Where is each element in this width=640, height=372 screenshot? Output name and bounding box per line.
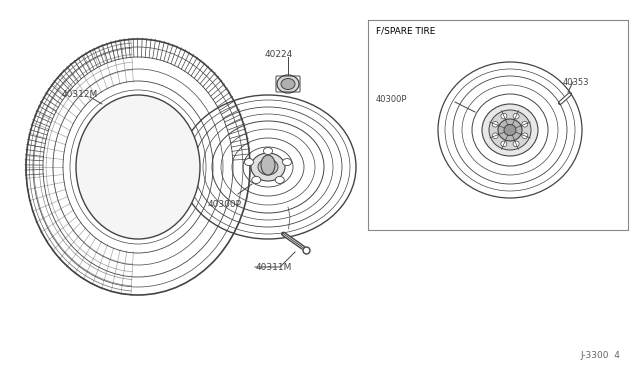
Ellipse shape <box>501 113 507 119</box>
Ellipse shape <box>504 125 516 135</box>
Ellipse shape <box>281 78 295 90</box>
Text: 40300P: 40300P <box>376 95 408 104</box>
Ellipse shape <box>492 122 498 127</box>
Ellipse shape <box>275 176 284 183</box>
Ellipse shape <box>522 133 528 138</box>
Ellipse shape <box>513 141 519 147</box>
Ellipse shape <box>261 155 275 175</box>
Text: 40311M: 40311M <box>256 263 292 272</box>
Ellipse shape <box>482 104 538 156</box>
Text: 40312M: 40312M <box>62 90 99 99</box>
Ellipse shape <box>513 113 519 119</box>
Ellipse shape <box>492 133 498 138</box>
Ellipse shape <box>76 95 200 239</box>
Ellipse shape <box>251 153 285 181</box>
Ellipse shape <box>277 75 299 93</box>
Ellipse shape <box>258 159 278 175</box>
Ellipse shape <box>489 110 531 150</box>
Text: 40353: 40353 <box>563 78 589 87</box>
Text: J-3300  4: J-3300 4 <box>580 351 620 360</box>
Ellipse shape <box>252 176 260 183</box>
Text: F/SPARE TIRE: F/SPARE TIRE <box>376 26 435 35</box>
Ellipse shape <box>498 119 522 141</box>
Ellipse shape <box>244 158 253 166</box>
Ellipse shape <box>264 148 273 154</box>
Text: 40300P: 40300P <box>208 200 242 209</box>
Ellipse shape <box>522 122 528 127</box>
Text: 40224: 40224 <box>265 50 293 59</box>
Ellipse shape <box>282 158 292 166</box>
Ellipse shape <box>501 141 507 147</box>
